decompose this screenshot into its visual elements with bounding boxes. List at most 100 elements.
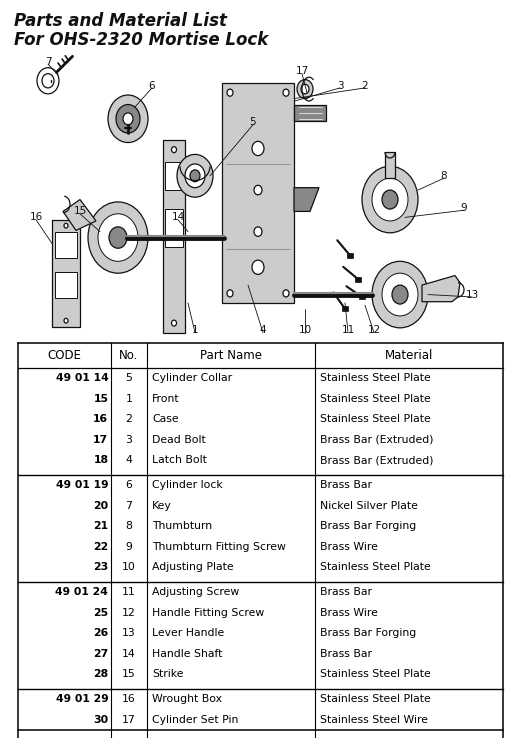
Polygon shape [222,83,294,303]
Text: Adjusting Screw: Adjusting Screw [152,587,239,597]
Text: Brass Bar: Brass Bar [320,649,372,659]
Circle shape [88,202,148,273]
Polygon shape [347,253,353,257]
Circle shape [190,170,200,182]
Text: Brass Wire: Brass Wire [320,542,378,552]
Text: 22: 22 [93,542,108,552]
Text: Parts and Material List: Parts and Material List [14,12,227,30]
Text: 16: 16 [29,212,43,222]
Circle shape [98,214,138,261]
Circle shape [227,290,233,297]
Text: 5: 5 [250,118,256,127]
Text: Brass Wire: Brass Wire [320,608,378,618]
Text: 14: 14 [171,212,185,222]
Text: Material: Material [385,349,433,362]
Circle shape [185,164,205,187]
Text: 15: 15 [122,670,136,679]
Text: 16: 16 [93,414,108,424]
Text: 15: 15 [93,394,108,403]
Polygon shape [55,272,77,298]
Circle shape [123,113,133,125]
Text: Cylinder lock: Cylinder lock [152,480,223,490]
Circle shape [116,104,140,133]
Polygon shape [63,199,96,231]
Text: 13: 13 [122,628,136,638]
Text: 17: 17 [122,715,136,725]
Polygon shape [385,152,395,178]
Text: No.: No. [119,349,139,362]
Circle shape [372,178,408,221]
Text: Front: Front [152,394,180,403]
Text: 13: 13 [465,289,479,300]
Polygon shape [294,104,326,121]
Text: Thumbturn Fitting Screw: Thumbturn Fitting Screw [152,542,286,552]
Text: 1: 1 [125,394,133,403]
Circle shape [372,261,428,328]
Text: 49 01 29: 49 01 29 [56,694,108,704]
Text: 11: 11 [122,587,136,597]
Text: Nickel Silver Plate: Nickel Silver Plate [320,501,418,510]
Text: 8: 8 [441,171,447,181]
Text: 25: 25 [93,608,108,618]
Text: Dead Bolt: Dead Bolt [152,434,206,445]
Text: Stainless Steel Plate: Stainless Steel Plate [320,562,431,572]
Circle shape [392,285,408,304]
Text: 10: 10 [122,562,136,572]
Text: 49 01 14: 49 01 14 [56,373,108,383]
Text: Key: Key [152,501,172,510]
Text: 17: 17 [295,66,309,77]
Circle shape [227,89,233,96]
Text: 6: 6 [149,80,155,91]
Polygon shape [294,187,319,211]
Text: Thumbturn: Thumbturn [152,521,213,531]
Text: 26: 26 [93,628,108,638]
Text: Wrought Box: Wrought Box [152,694,222,704]
Text: Stainless Steel Plate: Stainless Steel Plate [320,414,431,424]
Polygon shape [165,161,183,190]
Circle shape [37,68,59,94]
Text: 12: 12 [122,608,136,618]
Text: 30: 30 [93,715,108,725]
Text: Brass Bar (Extruded): Brass Bar (Extruded) [320,434,433,445]
Polygon shape [52,219,80,327]
Text: Cylinder Collar: Cylinder Collar [152,373,232,383]
Text: 15: 15 [73,206,87,217]
Text: 6: 6 [125,480,133,490]
Circle shape [283,89,289,96]
Text: For OHS-2320 Mortise Lock: For OHS-2320 Mortise Lock [14,31,268,49]
Polygon shape [165,209,183,247]
Text: 3: 3 [125,434,133,445]
Text: 18: 18 [93,455,108,465]
Text: Cylinder Set Pin: Cylinder Set Pin [152,715,238,725]
Text: CODE: CODE [47,349,82,362]
Text: Stainless Steel Plate: Stainless Steel Plate [320,670,431,679]
Text: 11: 11 [342,325,354,336]
Polygon shape [342,307,348,311]
Text: 4: 4 [260,325,266,336]
Text: 2: 2 [125,414,133,424]
Text: 5: 5 [125,373,133,383]
Text: Handle Shaft: Handle Shaft [152,649,222,659]
Text: 16: 16 [122,694,136,704]
Text: 4: 4 [125,455,133,465]
Circle shape [108,95,148,143]
Text: Stainless Steel Wire: Stainless Steel Wire [320,715,428,725]
Circle shape [382,273,418,316]
Circle shape [171,147,176,153]
Circle shape [64,318,68,323]
Text: Brass Bar: Brass Bar [320,587,372,597]
Text: Latch Bolt: Latch Bolt [152,455,207,465]
Text: 23: 23 [93,562,108,572]
Text: 10: 10 [298,325,312,336]
Text: Stainless Steel Plate: Stainless Steel Plate [320,394,431,403]
Text: Brass Bar Forging: Brass Bar Forging [320,628,416,638]
Polygon shape [163,140,185,333]
Text: Stainless Steel Plate: Stainless Steel Plate [320,694,431,704]
Text: 20: 20 [93,501,108,510]
Circle shape [177,155,213,197]
Text: 2: 2 [362,80,368,91]
Text: 14: 14 [122,649,136,659]
Circle shape [254,227,262,237]
Circle shape [382,190,398,209]
Text: 1: 1 [191,325,198,336]
